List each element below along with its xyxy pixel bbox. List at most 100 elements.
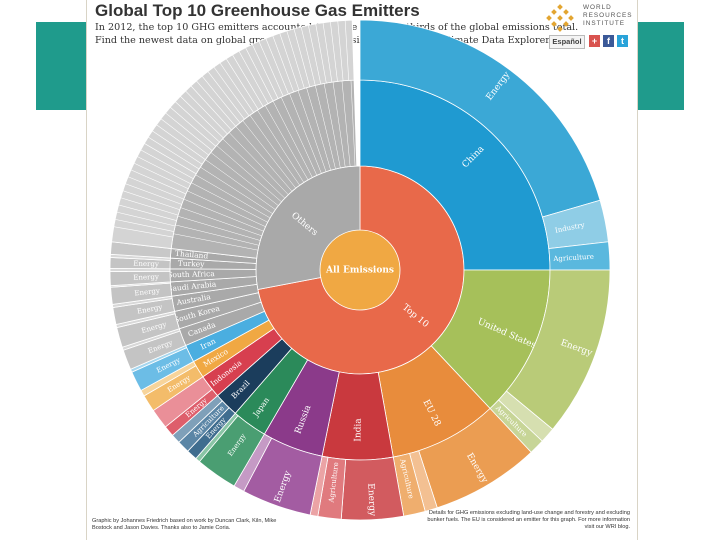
others-divider-line [280, 97, 318, 176]
others-divider-line [245, 47, 274, 102]
twitter-share-button[interactable]: t [617, 35, 628, 47]
others-divider-line [286, 30, 305, 89]
others-divider-line [341, 80, 351, 167]
others-divider-line [137, 156, 191, 184]
others-divider-line [249, 115, 300, 186]
others-divider-line [113, 226, 173, 238]
chart-title: Global Top 10 Greenhouse Gas Emitters [95, 1, 420, 20]
ring3-segment-38[interactable] [111, 19, 355, 249]
language-button[interactable]: Español [549, 35, 585, 49]
ring2-label-15: Turkey [178, 259, 206, 269]
others-divider-line [257, 109, 305, 183]
others-divider-line [201, 75, 241, 123]
ring2-label-16: Thailand [175, 249, 209, 261]
others-divider-line [187, 190, 266, 227]
others-divider-line [315, 85, 336, 169]
ring3-label-9: Energy [365, 483, 377, 517]
others-divider-line [200, 166, 273, 214]
others-divider-line [323, 83, 341, 168]
others-divider-line [125, 183, 182, 205]
others-divider-line [251, 44, 279, 99]
others-divider-line [308, 25, 322, 85]
others-divider-line [330, 21, 338, 82]
others-divider-line [120, 197, 179, 216]
others-divider-line [228, 132, 289, 195]
others-divider-line [225, 58, 259, 110]
others-divider-line [289, 93, 322, 174]
others-divider-line [174, 101, 220, 143]
others-divider-line [191, 182, 268, 223]
wri-wordmark: WORLD RESOURCES INSTITUTE [583, 4, 632, 28]
credit-text: Graphic by Johannes Friedrich based on w… [92, 518, 277, 531]
others-divider-line [177, 215, 261, 241]
others-divider-line [219, 62, 254, 113]
others-divider-line [279, 33, 300, 91]
others-divider-line [195, 174, 271, 219]
others-divider-line [115, 219, 174, 232]
others-divider-line [350, 80, 356, 167]
others-divider-line [265, 38, 289, 95]
others-divider-line [196, 80, 236, 127]
wri-wordmark-line1: WORLD [583, 4, 612, 11]
others-divider-line [297, 90, 327, 172]
others-divider-line [205, 159, 276, 210]
others-divider-line [127, 176, 184, 200]
others-divider-line [322, 22, 333, 83]
data-note: Details for GHG emissions excluding land… [427, 510, 630, 530]
others-divider-line [232, 54, 264, 107]
others-divider-line [140, 149, 194, 179]
ring3-label-31: Energy [134, 287, 160, 298]
wri-wordmark-line2: RESOURCES [583, 12, 633, 19]
ring3-label-2: Agriculture [552, 253, 594, 263]
ring3-label-35: Energy [133, 260, 159, 269]
others-divider-line [133, 162, 189, 190]
others-divider-line [352, 20, 355, 81]
share-plus-button[interactable]: + [589, 35, 600, 47]
others-divider-line [165, 112, 213, 151]
others-divider-line [180, 207, 262, 237]
others-divider-line [173, 233, 258, 251]
others-divider-line [130, 169, 187, 195]
wri-logo-icon [546, 4, 574, 32]
others-divider-line [272, 100, 313, 178]
others-divider-line [242, 120, 296, 189]
others-divider-line [293, 28, 311, 87]
others-divider-line [170, 106, 216, 147]
others-divider-line [183, 198, 264, 232]
others-divider-line [216, 145, 282, 203]
others-divider-line [156, 124, 206, 160]
others-divider-line [238, 51, 269, 104]
sunburst-center[interactable] [320, 230, 400, 310]
ring2-label-14: South Africa [167, 269, 215, 279]
others-divider-line [152, 130, 203, 165]
others-divider-line [272, 35, 294, 93]
others-divider-line [300, 26, 316, 86]
others-divider-line [122, 190, 180, 211]
ring3-label-33: Energy [133, 273, 159, 282]
others-divider-line [332, 81, 346, 168]
ring2-label-3: India [353, 418, 363, 442]
others-divider-line [235, 126, 293, 192]
others-divider-line [175, 224, 260, 246]
others-divider-line [180, 96, 224, 139]
teal-band-right [634, 22, 684, 110]
others-divider-line [337, 20, 344, 81]
others-divider-line [222, 138, 285, 199]
others-divider-line [148, 136, 200, 170]
others-divider-line [160, 118, 209, 156]
facebook-share-button[interactable]: f [603, 35, 614, 47]
others-divider-line [210, 152, 279, 206]
others-divider-line [213, 66, 250, 116]
others-divider-line [264, 105, 309, 181]
others-divider-line [207, 71, 245, 120]
wri-wordmark-line3: INSTITUTE [583, 20, 626, 27]
others-divider-line [190, 85, 232, 131]
others-divider-line [118, 204, 177, 221]
others-divider-line [258, 41, 284, 97]
center-label: All Emissions [325, 266, 394, 276]
others-divider-line [185, 90, 228, 135]
others-divider-line [306, 87, 331, 171]
teal-band-left [36, 22, 88, 110]
others-divider-line [116, 211, 176, 227]
